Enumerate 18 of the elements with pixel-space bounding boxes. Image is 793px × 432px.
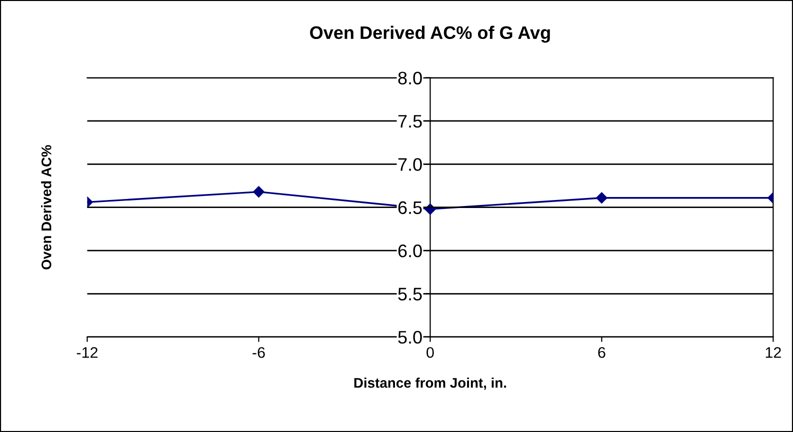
y-tick-label: 7.5: [398, 115, 422, 128]
x-tick-label: -12: [76, 347, 98, 358]
y-tick-label: 5.0: [398, 330, 422, 344]
y-tick-label: 7.0: [398, 158, 422, 171]
y-tick-label: 8.0: [398, 72, 422, 84]
x-tick-label: 6: [598, 347, 606, 358]
point: [253, 186, 264, 198]
x-tick-label: 0: [426, 347, 434, 358]
point: [424, 203, 436, 215]
chart-title: Oven Derived AC% of G Avg: [310, 26, 550, 43]
x-axis-title: Distance from Joint, in.: [354, 378, 506, 390]
x-tick-label: -6: [252, 347, 265, 358]
y-tick-label: 5.5: [398, 288, 422, 300]
point: [596, 192, 608, 204]
y-tick-label: 6.0: [398, 244, 422, 258]
x-tick-label: 12: [766, 347, 781, 358]
y-tick-label: 6.5: [398, 201, 422, 214]
y-axis-title: Oven Derived AC%: [41, 145, 52, 270]
